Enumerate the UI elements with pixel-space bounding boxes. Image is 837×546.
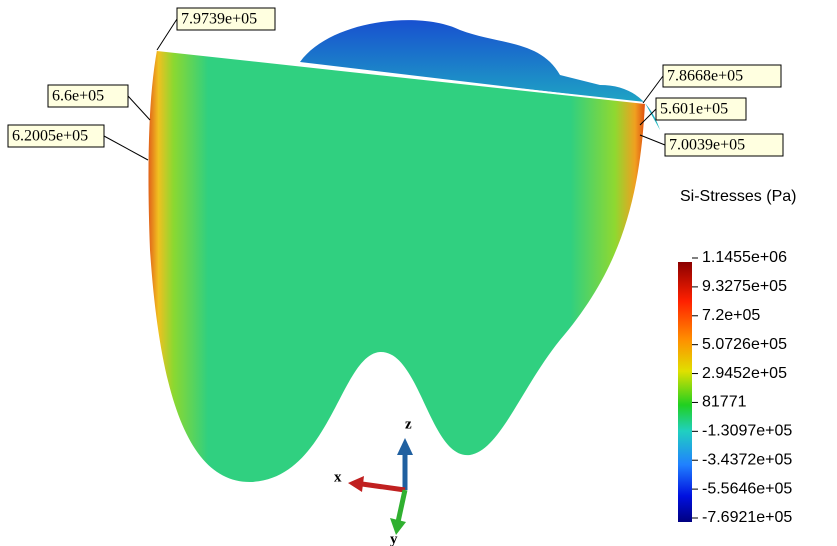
- legend-label: -7.6921e+05: [702, 509, 792, 526]
- legend-label: 81771: [702, 394, 747, 411]
- legend-label: -5.5646e+05: [702, 480, 792, 497]
- annotation-label: 5.601e+05: [660, 101, 728, 118]
- z-label: z: [405, 416, 412, 432]
- front-face: [148, 50, 645, 482]
- x-arrow-head: [348, 476, 364, 492]
- legend-label: 7.2e+05: [702, 307, 760, 324]
- page: 7.9739e+05 6.6e+05 6.2005e+05 7.8668e+05 5.6…: [0, 0, 837, 546]
- annotation-label: 6.2005e+05: [12, 128, 88, 145]
- model: [148, 20, 660, 482]
- y-arrow: [398, 490, 405, 522]
- legend-labels: 1.1455e+06 9.3275e+05 7.2e+05 5.0726e+05 2.9…: [692, 249, 792, 526]
- z-arrow-head: [397, 438, 413, 455]
- annotation-label: 6.6e+05: [52, 88, 104, 105]
- axis-triad: z x y: [334, 416, 413, 546]
- x-arrow: [362, 484, 405, 490]
- legend-label: 9.3275e+05: [702, 278, 787, 295]
- legend-title: Si-Stresses (Pa): [680, 188, 796, 205]
- annotation-pointer: [104, 136, 148, 160]
- legend-label: -1.3097e+05: [702, 423, 792, 440]
- annotation-label: 7.0039e+05: [669, 137, 745, 154]
- y-label: y: [390, 531, 398, 546]
- legend: Si-Stresses (Pa) 1.1455e+06 9.3275e+05 7.2…: [678, 188, 796, 526]
- colorbar: [678, 262, 692, 522]
- annotation-label: 7.8668e+05: [667, 68, 743, 85]
- x-label: x: [334, 469, 342, 485]
- annotation-pointer: [640, 135, 665, 145]
- annotation-label: 7.9739e+05: [181, 11, 257, 28]
- legend-label: 5.0726e+05: [702, 336, 787, 353]
- annotation-pointer: [128, 96, 150, 120]
- annotation-pointer: [157, 19, 177, 50]
- legend-label: 2.9452e+05: [702, 365, 787, 382]
- viewer: 7.9739e+05 6.6e+05 6.2005e+05 7.8668e+05 5.6…: [0, 0, 837, 546]
- legend-label: 1.1455e+06: [702, 249, 787, 266]
- legend-label: -3.4372e+05: [702, 451, 792, 468]
